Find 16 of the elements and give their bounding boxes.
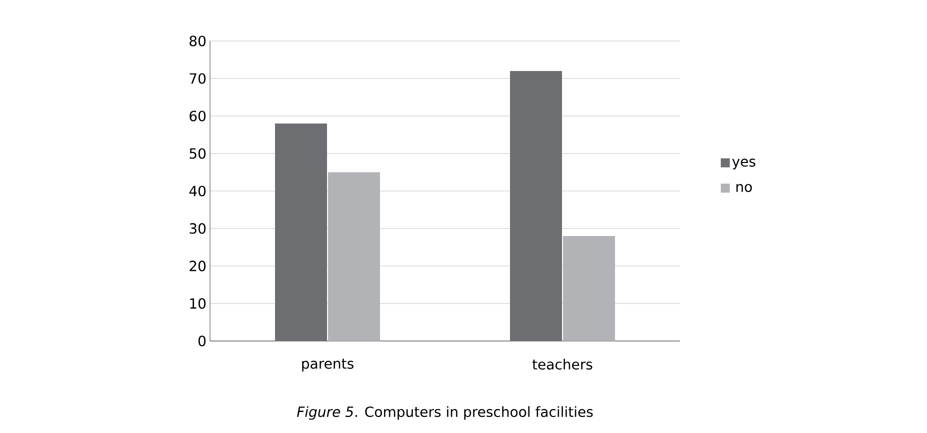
y-tick-label: 50 <box>190 148 206 159</box>
legend-label: yes <box>732 158 756 170</box>
legend-label: no <box>736 184 752 192</box>
y-tick-label: 0 <box>198 336 206 346</box>
bar <box>275 123 328 341</box>
x-tick-label: teachers <box>532 358 592 370</box>
y-tick-label: 10 <box>190 298 206 309</box>
y-tick-label: 30 <box>190 223 206 234</box>
y-tick-label: 40 <box>189 186 206 196</box>
y-tick-label: 20 <box>190 260 206 272</box>
y-tick-label: 80 <box>190 36 206 46</box>
x-tick-label: parents <box>302 358 354 372</box>
y-tick-label: 60 <box>190 110 206 122</box>
text: Figure 5. Computers in preschool facilities <box>296 406 593 420</box>
bar <box>510 70 562 341</box>
y-tick-label: 70 <box>190 73 206 84</box>
